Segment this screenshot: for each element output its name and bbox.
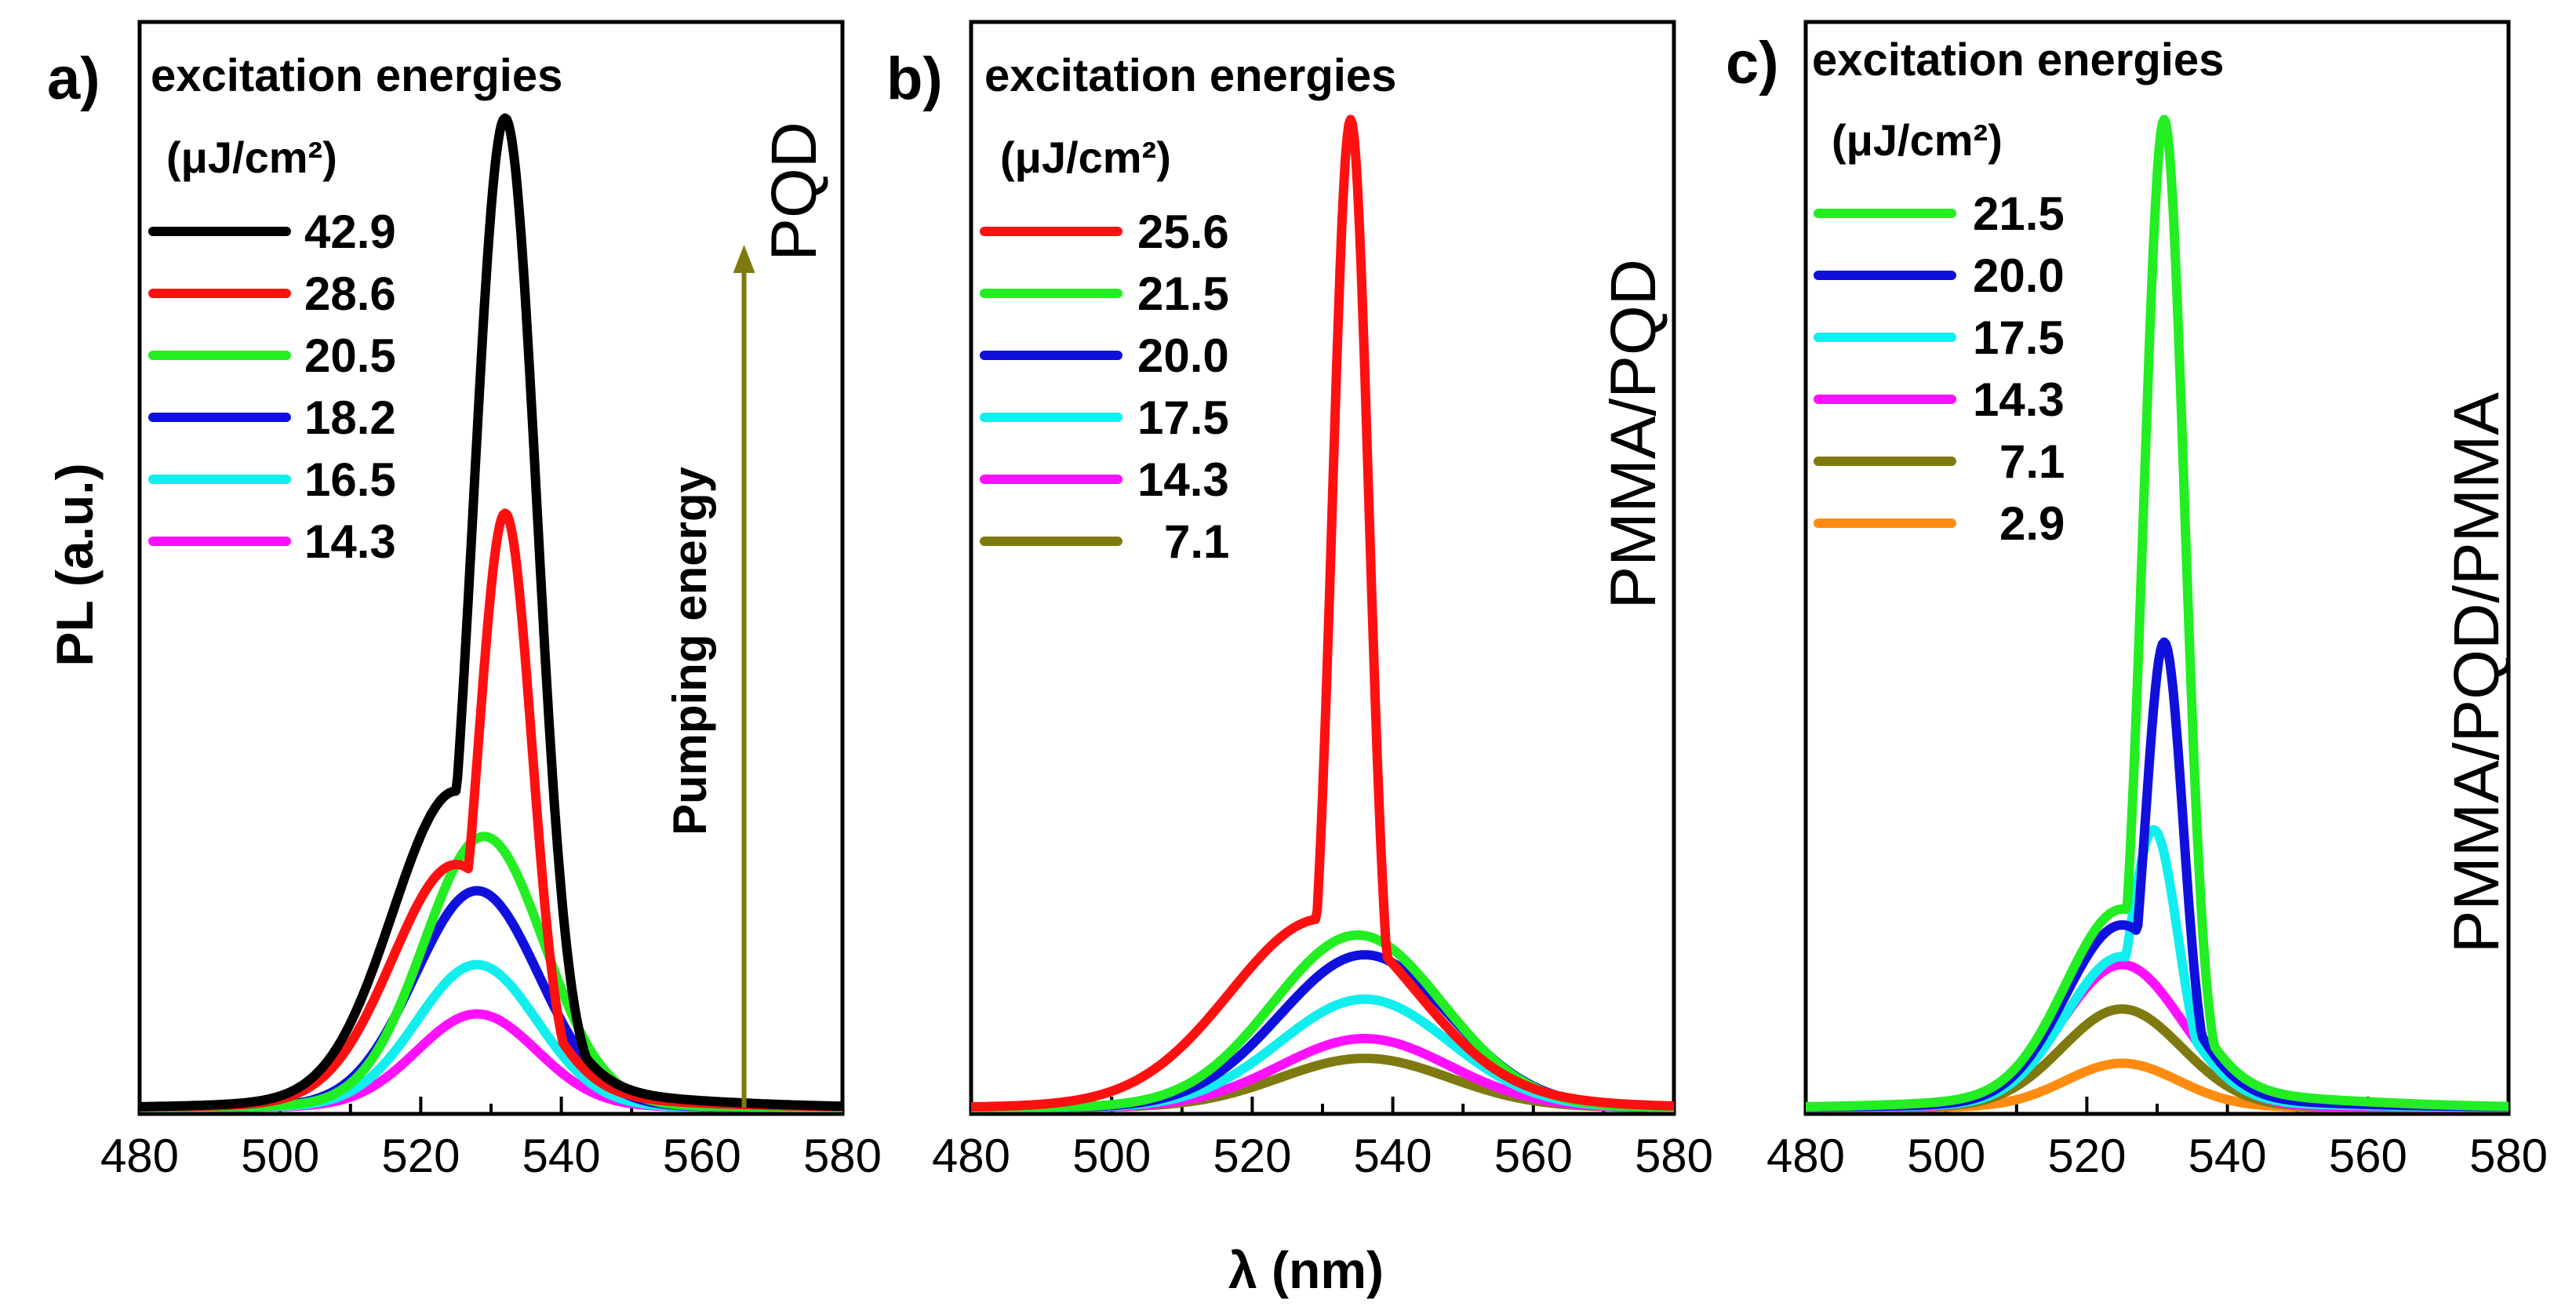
pumping-energy-label: Pumping energy [664, 466, 716, 835]
series-line-21.5 [1803, 115, 2512, 1112]
sample-label: PMMA/PQD [1598, 259, 1669, 609]
x-tick-label: 500 [241, 1130, 319, 1182]
series-line-25.6 [968, 115, 1677, 1112]
sample-label: PQD [759, 122, 830, 261]
x-tick-label: 520 [381, 1130, 460, 1182]
panel-label: a) [47, 45, 100, 112]
x-tick-label: 480 [100, 1130, 179, 1182]
series-line-16.5 [136, 959, 846, 1112]
legend-title: excitation energies [151, 50, 562, 101]
series-line-17.5 [1803, 824, 2512, 1112]
series-line-17.5 [968, 994, 1677, 1112]
legend-label: 25.6 [1137, 206, 1229, 258]
x-tick-label: 520 [1213, 1130, 1291, 1182]
legend-units: (μJ/cm²) [1000, 133, 1171, 182]
series-line-18.2 [136, 886, 846, 1112]
x-tick-label: 560 [663, 1130, 741, 1182]
x-tick-label: 500 [1907, 1130, 1985, 1182]
legend-label: 20.0 [1137, 329, 1229, 382]
legend-label: 16.5 [304, 453, 396, 506]
x-tick-label: 580 [1635, 1130, 1713, 1182]
legend-label: 14.3 [304, 515, 396, 568]
legend-label: 14.3 [1973, 373, 2065, 426]
series-line-14.3 [1803, 959, 2512, 1112]
legend-label: 7.1 [1164, 515, 1229, 568]
panel-3: 480 500 520 540 560 580 c) excitation energies (… [1726, 20, 2548, 1182]
x-tick-label: 560 [1494, 1130, 1573, 1182]
x-tick-label: 540 [1354, 1130, 1432, 1182]
x-tick-label: 580 [803, 1130, 882, 1182]
legend-label: 18.2 [304, 391, 396, 444]
series-line-21.5 [968, 930, 1677, 1112]
legend-title: excitation energies [984, 50, 1396, 101]
legend-label: 42.9 [304, 206, 396, 258]
panel-label: c) [1726, 30, 1779, 96]
legend-label: 28.6 [304, 267, 396, 320]
x-tick-label: 560 [2329, 1130, 2407, 1182]
legend-label: 2.9 [1999, 497, 2065, 550]
x-axis-label: λ (nm) [1228, 1241, 1384, 1299]
legend-label: 7.1 [1999, 435, 2065, 488]
legend-units: (μJ/cm²) [1832, 115, 2003, 165]
y-axis-label: PL (a.u.) [45, 463, 104, 666]
panel-1: 480 500 520 540 560 580 a) excitation energies (… [47, 20, 882, 1182]
legend-units: (μJ/cm²) [166, 133, 337, 182]
x-tick-label: 480 [1766, 1130, 1845, 1182]
series-line-20.0 [968, 950, 1677, 1112]
legend-label: 20.0 [1973, 249, 2065, 302]
legend-label: 21.5 [1137, 267, 1229, 320]
panel-2: 480 500 520 540 560 580 b) excitation energies (… [886, 20, 1713, 1182]
pumping-arrow-head [733, 245, 755, 273]
panel-label: b) [886, 45, 943, 112]
sample-label: PMMA/PQD/PMMA [2441, 392, 2512, 954]
legend-label: 17.5 [1137, 391, 1229, 444]
x-tick-label: 500 [1072, 1130, 1151, 1182]
series-line-20.0 [1803, 637, 2512, 1112]
series-line-42.9 [136, 113, 846, 1112]
x-tick-label: 540 [522, 1130, 601, 1182]
legend-label: 20.5 [304, 329, 396, 382]
x-tick-label: 520 [2047, 1130, 2126, 1182]
x-tick-label: 480 [932, 1130, 1010, 1182]
x-tick-label: 540 [2189, 1130, 2267, 1182]
x-tick-label: 580 [2469, 1130, 2548, 1182]
legend-label: 17.5 [1973, 311, 2065, 364]
legend-label: 21.5 [1973, 187, 2065, 240]
series-line-7.1 [1803, 1004, 2512, 1112]
legend-title: excitation energies [1812, 35, 2224, 86]
legend-label: 14.3 [1137, 453, 1229, 506]
series-line-14.3 [136, 1009, 846, 1112]
